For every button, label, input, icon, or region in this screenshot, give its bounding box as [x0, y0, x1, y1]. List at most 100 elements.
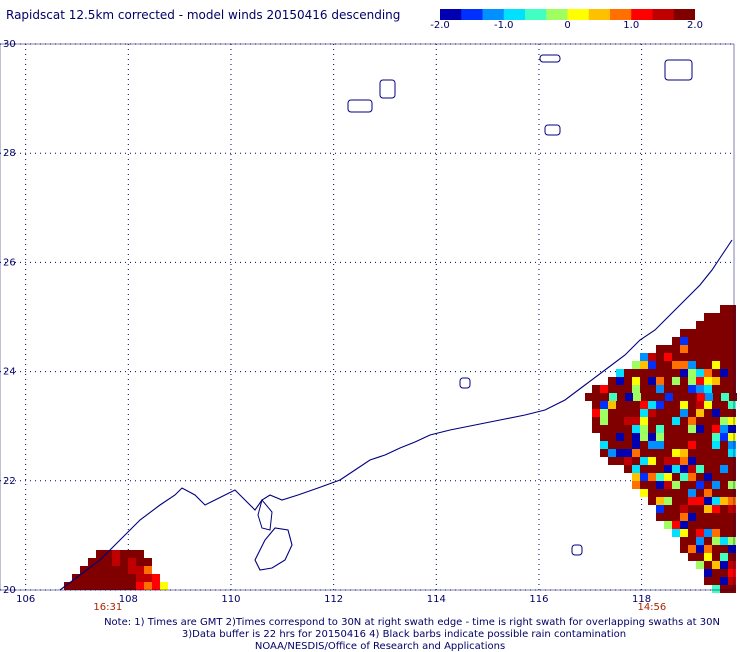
latitude-tick-label: 28 — [3, 148, 16, 159]
wind-cell — [608, 449, 616, 457]
wind-cell — [728, 313, 736, 321]
swath-time-label: 14:56 — [637, 602, 666, 613]
wind-cell — [720, 569, 728, 577]
wind-cell — [104, 550, 112, 558]
wind-cell — [720, 345, 728, 353]
wind-cell — [672, 489, 680, 497]
wind-cell — [712, 345, 720, 353]
wind-cell — [696, 321, 704, 329]
wind-cell — [696, 449, 704, 457]
colorbar-segment — [652, 9, 675, 20]
longitude-tick-label: 118 — [632, 594, 651, 605]
wind-cell — [96, 582, 104, 590]
latitude-tick-label: 30 — [3, 39, 16, 50]
wind-cell — [648, 433, 656, 441]
wind-cell — [673, 393, 681, 401]
wind-cell — [664, 361, 672, 369]
wind-cell — [609, 393, 617, 401]
wind-cell — [688, 353, 696, 361]
wind-cell — [104, 574, 112, 582]
lake-or-islet — [539, 54, 561, 63]
wind-cell — [648, 441, 656, 449]
wind-cell — [705, 393, 713, 401]
wind-cell — [712, 409, 720, 417]
wind-cell — [712, 497, 720, 505]
wind-cell — [712, 425, 720, 433]
wind-cell — [704, 337, 712, 345]
wind-cell — [640, 449, 648, 457]
wind-cell — [664, 481, 672, 489]
colorbar-segment — [503, 9, 526, 20]
wind-cell — [152, 582, 160, 590]
wind-cell — [136, 566, 144, 574]
wind-cell — [696, 521, 704, 529]
wind-cell — [616, 401, 624, 409]
wind-cell — [712, 513, 720, 521]
wind-cell — [656, 513, 664, 521]
wind-cell — [656, 505, 664, 513]
wind-cell — [656, 497, 664, 505]
wind-cell — [608, 401, 616, 409]
wind-cell — [704, 449, 712, 457]
wind-cell — [664, 385, 672, 393]
wind-cell — [728, 457, 736, 465]
wind-cell — [624, 457, 632, 465]
wind-cell — [688, 505, 696, 513]
wind-cell — [608, 433, 616, 441]
wind-cell — [680, 417, 688, 425]
wind-cell — [136, 550, 144, 558]
wind-cell — [632, 473, 640, 481]
wind-cell — [640, 369, 648, 377]
wind-cell — [136, 558, 144, 566]
wind-cell — [608, 417, 616, 425]
wind-cell — [712, 457, 720, 465]
wind-cell — [720, 577, 728, 585]
wind-cell — [672, 361, 680, 369]
wind-cell — [696, 361, 704, 369]
wind-cell — [720, 505, 728, 513]
wind-cell — [696, 497, 704, 505]
wind-cell — [696, 345, 704, 353]
wind-cell — [728, 553, 736, 561]
wind-cell — [608, 377, 616, 385]
wind-cell — [640, 353, 648, 361]
wind-cell — [128, 574, 136, 582]
wind-cell — [633, 393, 641, 401]
wind-cell — [624, 417, 632, 425]
wind-cell — [656, 385, 664, 393]
wind-cell — [704, 409, 712, 417]
wind-cell — [648, 385, 656, 393]
wind-cell — [704, 321, 712, 329]
wind-cell — [680, 361, 688, 369]
wind-cell — [728, 465, 736, 473]
wind-cell — [712, 521, 720, 529]
wind-cell — [696, 329, 704, 337]
wind-cell — [80, 566, 88, 574]
wind-cell — [720, 441, 728, 449]
colorbar-segment — [610, 9, 632, 20]
wind-cell — [712, 377, 720, 385]
wind-cell — [728, 529, 736, 537]
wind-cell — [632, 417, 640, 425]
wind-cell — [96, 550, 104, 558]
wind-cell — [617, 393, 625, 401]
wind-cell — [712, 329, 720, 337]
wind-cell — [120, 566, 128, 574]
wind-cell — [656, 481, 664, 489]
wind-cell — [720, 553, 728, 561]
wind-cell — [696, 377, 704, 385]
wind-cell — [688, 529, 696, 537]
wind-cell — [720, 369, 728, 377]
wind-cell — [720, 545, 728, 553]
wind-cell — [112, 558, 120, 566]
wind-cell — [696, 561, 704, 569]
wind-cell — [728, 545, 736, 553]
wind-cell — [640, 465, 648, 473]
wind-cell — [681, 393, 689, 401]
wind-cell — [712, 545, 720, 553]
wind-cell — [640, 377, 648, 385]
wind-cell — [728, 497, 736, 505]
wind-cell — [720, 329, 728, 337]
wind-cell — [688, 497, 696, 505]
wind-cell — [632, 409, 640, 417]
